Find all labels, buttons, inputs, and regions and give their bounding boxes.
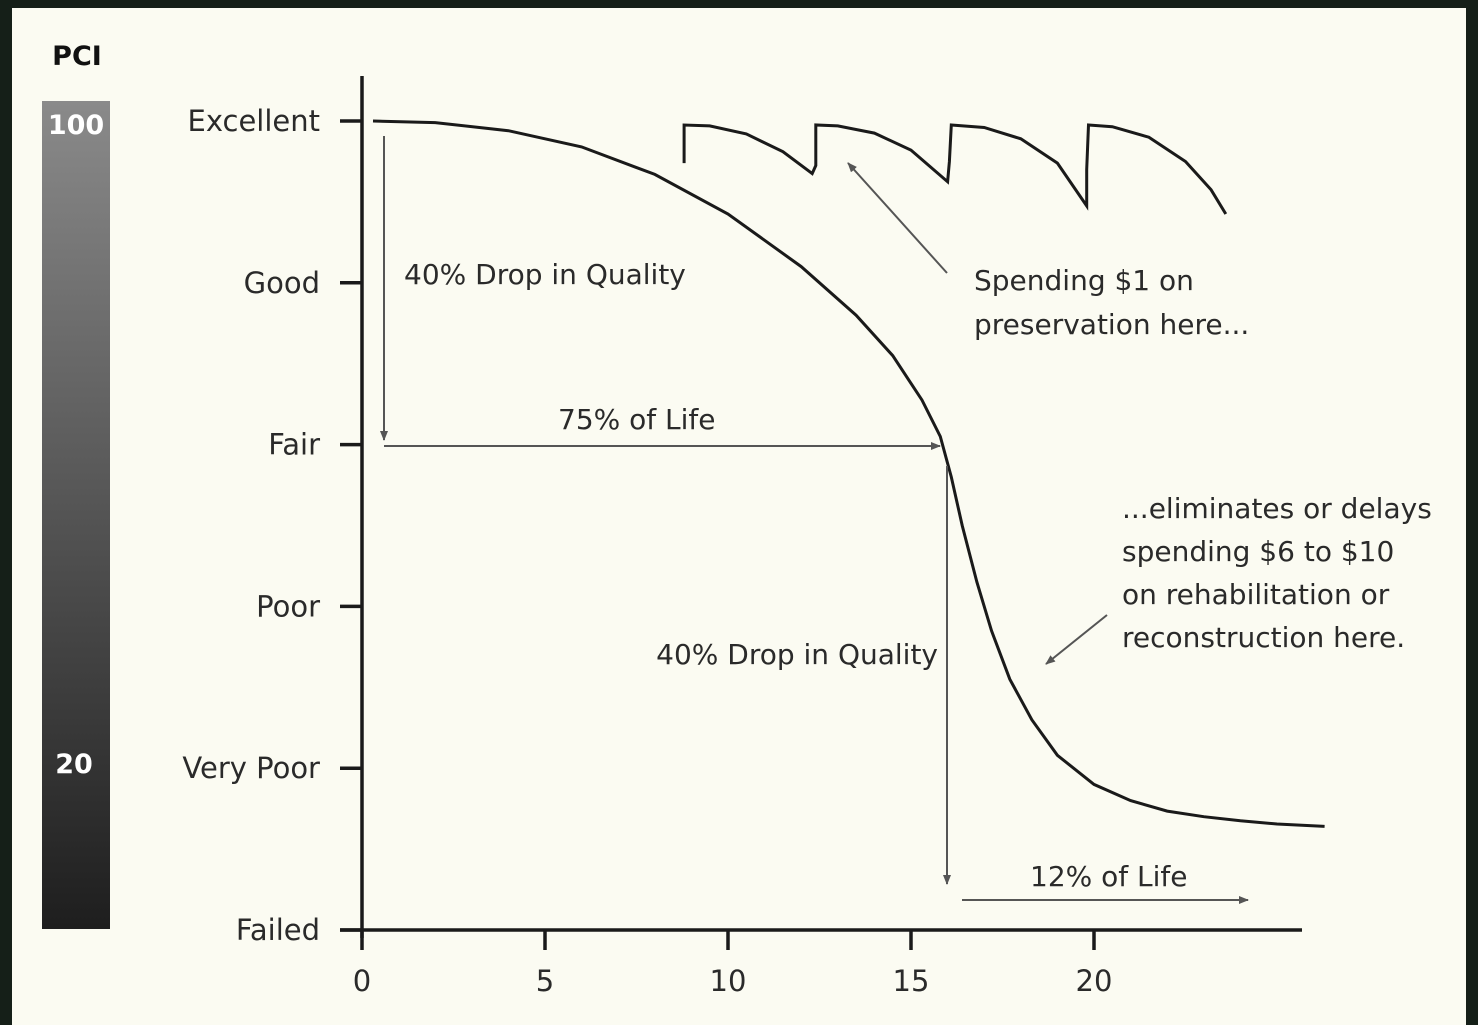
eliminates-label-line-3: on rehabilitation or — [1122, 578, 1390, 611]
drop1-label: 40% Drop in Quality — [404, 258, 686, 291]
pci-scale-top-label: 100 — [48, 110, 104, 141]
y-tick-label: Excellent — [188, 104, 320, 138]
chart-frame: PCI 100 20 Excellent Good Fair Poor Very Poo… — [12, 8, 1466, 1025]
x-axis-ticks: 0 5 10 15 20 — [353, 930, 1113, 998]
spending-pointer-arrow — [847, 162, 948, 274]
y-tick-label: Fair — [268, 428, 320, 462]
spending-label-line-1: Spending $1 on — [974, 264, 1194, 297]
drop2-label: 40% Drop in Quality — [656, 638, 938, 671]
eliminates-label-line-2: spending $6 to $10 — [1122, 535, 1394, 568]
life1-label: 75% of Life — [558, 403, 716, 436]
pci-scale: PCI 100 20 — [42, 41, 110, 929]
pci-scale-title: PCI — [52, 41, 102, 72]
x-tick-label: 20 — [1076, 964, 1113, 998]
y-tick-label: Poor — [256, 589, 320, 623]
y-tick-label: Good — [244, 266, 320, 300]
eliminates-pointer-arrow — [1045, 614, 1108, 665]
annotations: 40% Drop in Quality 75% of Life 40% Drop… — [404, 258, 1432, 893]
series-preservation-curve — [682, 123, 1228, 215]
pci-gradient-bar — [42, 101, 110, 929]
series-deterioration-curve — [372, 119, 1325, 828]
pci-scale-bottom-label: 20 — [55, 749, 93, 780]
eliminates-label-line-1: ...eliminates or delays — [1122, 492, 1432, 525]
annotation-arrows — [380, 136, 1249, 904]
x-tick-label: 5 — [536, 964, 554, 998]
x-tick-label: 10 — [710, 964, 747, 998]
x-tick-label: 15 — [893, 964, 930, 998]
life2-label: 12% of Life — [1030, 860, 1188, 893]
y-tick-label: Very Poor — [182, 751, 320, 785]
y-tick-label: Failed — [236, 913, 320, 947]
spending-label-line-2: preservation here... — [974, 308, 1249, 341]
axes — [340, 76, 1302, 938]
eliminates-label-line-4: reconstruction here. — [1122, 621, 1405, 654]
x-tick-label: 0 — [353, 964, 371, 998]
series-group — [372, 119, 1325, 828]
y-axis-ticks: Excellent Good Fair Poor Very Poor Failed — [182, 104, 362, 947]
